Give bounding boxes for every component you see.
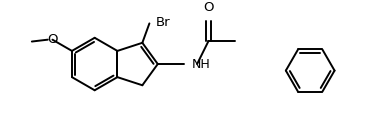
Text: NH: NH (192, 58, 210, 71)
Text: O: O (47, 33, 58, 46)
Text: Br: Br (156, 16, 171, 29)
Text: O: O (203, 1, 214, 14)
